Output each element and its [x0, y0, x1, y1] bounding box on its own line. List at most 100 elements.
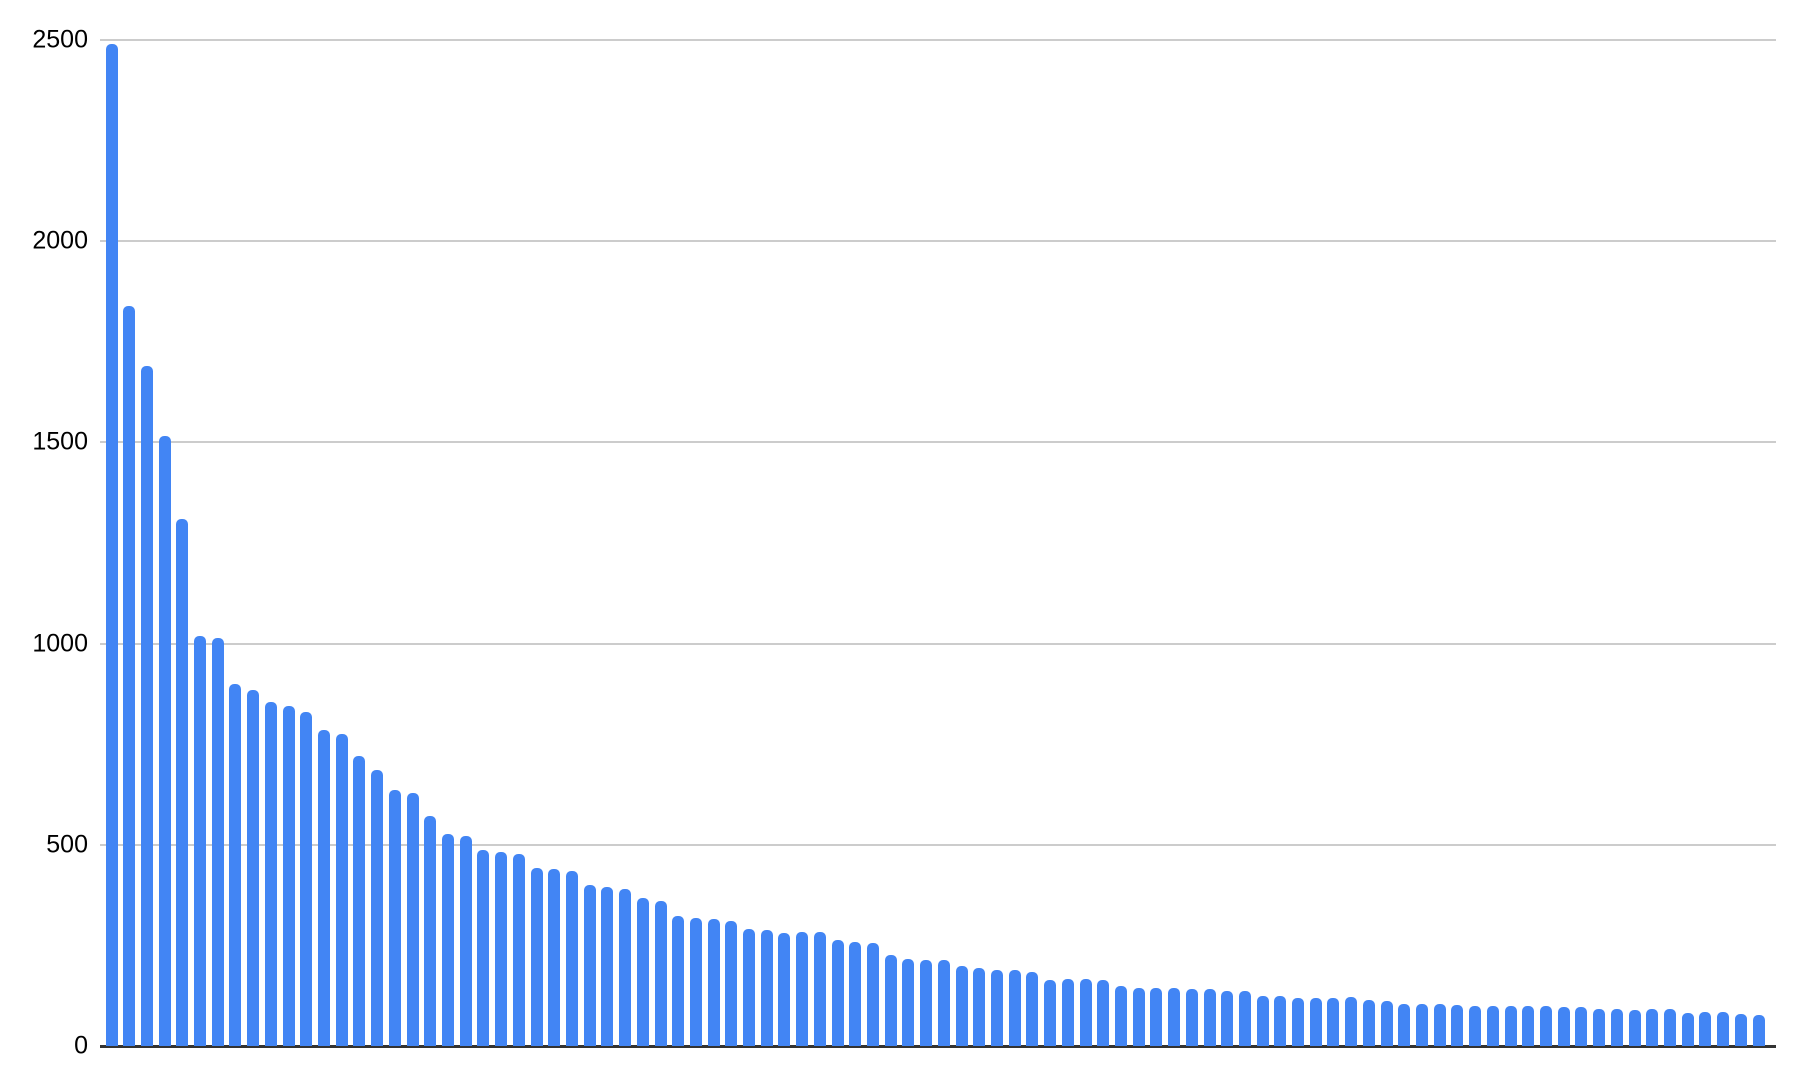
bar	[920, 959, 933, 1046]
bar	[796, 931, 809, 1046]
bar	[1522, 1006, 1535, 1046]
bar	[583, 885, 596, 1046]
bar	[1717, 1012, 1730, 1046]
bar	[1469, 1005, 1482, 1046]
bar	[654, 901, 667, 1046]
bar	[530, 868, 543, 1046]
bar	[619, 888, 632, 1046]
bar	[672, 915, 685, 1046]
bar	[955, 965, 968, 1046]
bar	[282, 705, 295, 1046]
bar	[1061, 979, 1074, 1046]
y-axis-tick-label: 2500	[32, 25, 88, 54]
bar	[760, 930, 773, 1046]
bar	[1114, 985, 1127, 1046]
bar	[1433, 1004, 1446, 1046]
bar	[105, 44, 118, 1046]
bar	[1238, 991, 1251, 1046]
bar	[1097, 980, 1110, 1046]
bar	[406, 793, 419, 1046]
bar	[1416, 1004, 1429, 1046]
bar	[1486, 1006, 1499, 1046]
gridline	[100, 240, 1776, 243]
gridline	[100, 39, 1776, 41]
bar	[176, 518, 189, 1046]
bar	[1398, 1003, 1411, 1046]
bar	[1362, 1000, 1375, 1046]
bar	[1044, 979, 1057, 1046]
bar	[1079, 979, 1092, 1046]
bar	[902, 959, 915, 1046]
bar	[353, 756, 366, 1046]
bar	[247, 689, 260, 1046]
bar	[1504, 1006, 1517, 1046]
bar	[1628, 1009, 1641, 1046]
bar	[1451, 1004, 1464, 1046]
bar	[1203, 988, 1216, 1046]
gridline	[100, 441, 1776, 444]
bar	[1150, 988, 1163, 1046]
bar	[1292, 997, 1305, 1046]
bar	[424, 815, 437, 1046]
bar	[140, 365, 153, 1046]
bar	[1593, 1009, 1606, 1046]
bar	[725, 921, 738, 1046]
bar	[123, 305, 136, 1046]
bar	[1380, 1001, 1393, 1046]
bar	[778, 932, 791, 1046]
bar	[884, 955, 897, 1046]
bar	[1699, 1011, 1712, 1046]
bar	[1026, 971, 1039, 1046]
bar	[1540, 1006, 1552, 1046]
bar	[1345, 997, 1358, 1046]
bar	[264, 701, 277, 1046]
bar	[1327, 997, 1340, 1046]
bar	[335, 734, 348, 1046]
bar	[1610, 1009, 1623, 1046]
bar	[459, 836, 472, 1046]
gridline	[100, 843, 1776, 846]
bar	[441, 834, 454, 1046]
bar	[1681, 1012, 1694, 1046]
bar	[229, 683, 242, 1046]
bar	[937, 960, 950, 1046]
bar	[636, 897, 649, 1046]
bar	[1256, 995, 1269, 1046]
bar	[1557, 1006, 1570, 1046]
bar	[1132, 988, 1145, 1046]
bar	[1575, 1007, 1588, 1046]
x-axis-baseline	[100, 1045, 1776, 1048]
bar	[973, 967, 986, 1046]
gridline	[100, 642, 1776, 645]
bar	[1646, 1009, 1659, 1046]
bar	[867, 942, 880, 1046]
y-axis-tick-label: 2000	[32, 226, 88, 255]
bar	[565, 870, 578, 1046]
bar	[1168, 988, 1181, 1046]
bar	[1663, 1009, 1676, 1046]
y-axis-tick-label: 1000	[32, 629, 88, 658]
bar	[707, 919, 720, 1046]
bar	[849, 942, 862, 1046]
bar	[548, 868, 561, 1046]
bar	[991, 969, 1003, 1046]
bar	[388, 790, 401, 1046]
bar	[158, 436, 171, 1046]
bar	[1734, 1014, 1747, 1046]
bar	[831, 940, 844, 1046]
bar	[1752, 1014, 1765, 1046]
bar	[601, 887, 614, 1046]
bar	[1274, 996, 1287, 1046]
bar	[1185, 988, 1198, 1046]
bar	[743, 929, 756, 1046]
bar	[211, 637, 224, 1046]
y-axis-tick-label: 1500	[32, 427, 88, 456]
y-axis-tick-label: 0	[74, 1031, 88, 1060]
bar	[371, 770, 384, 1046]
y-axis-tick-label: 500	[46, 830, 88, 859]
bar	[477, 849, 490, 1046]
bar	[813, 932, 826, 1046]
bar	[1309, 997, 1322, 1046]
